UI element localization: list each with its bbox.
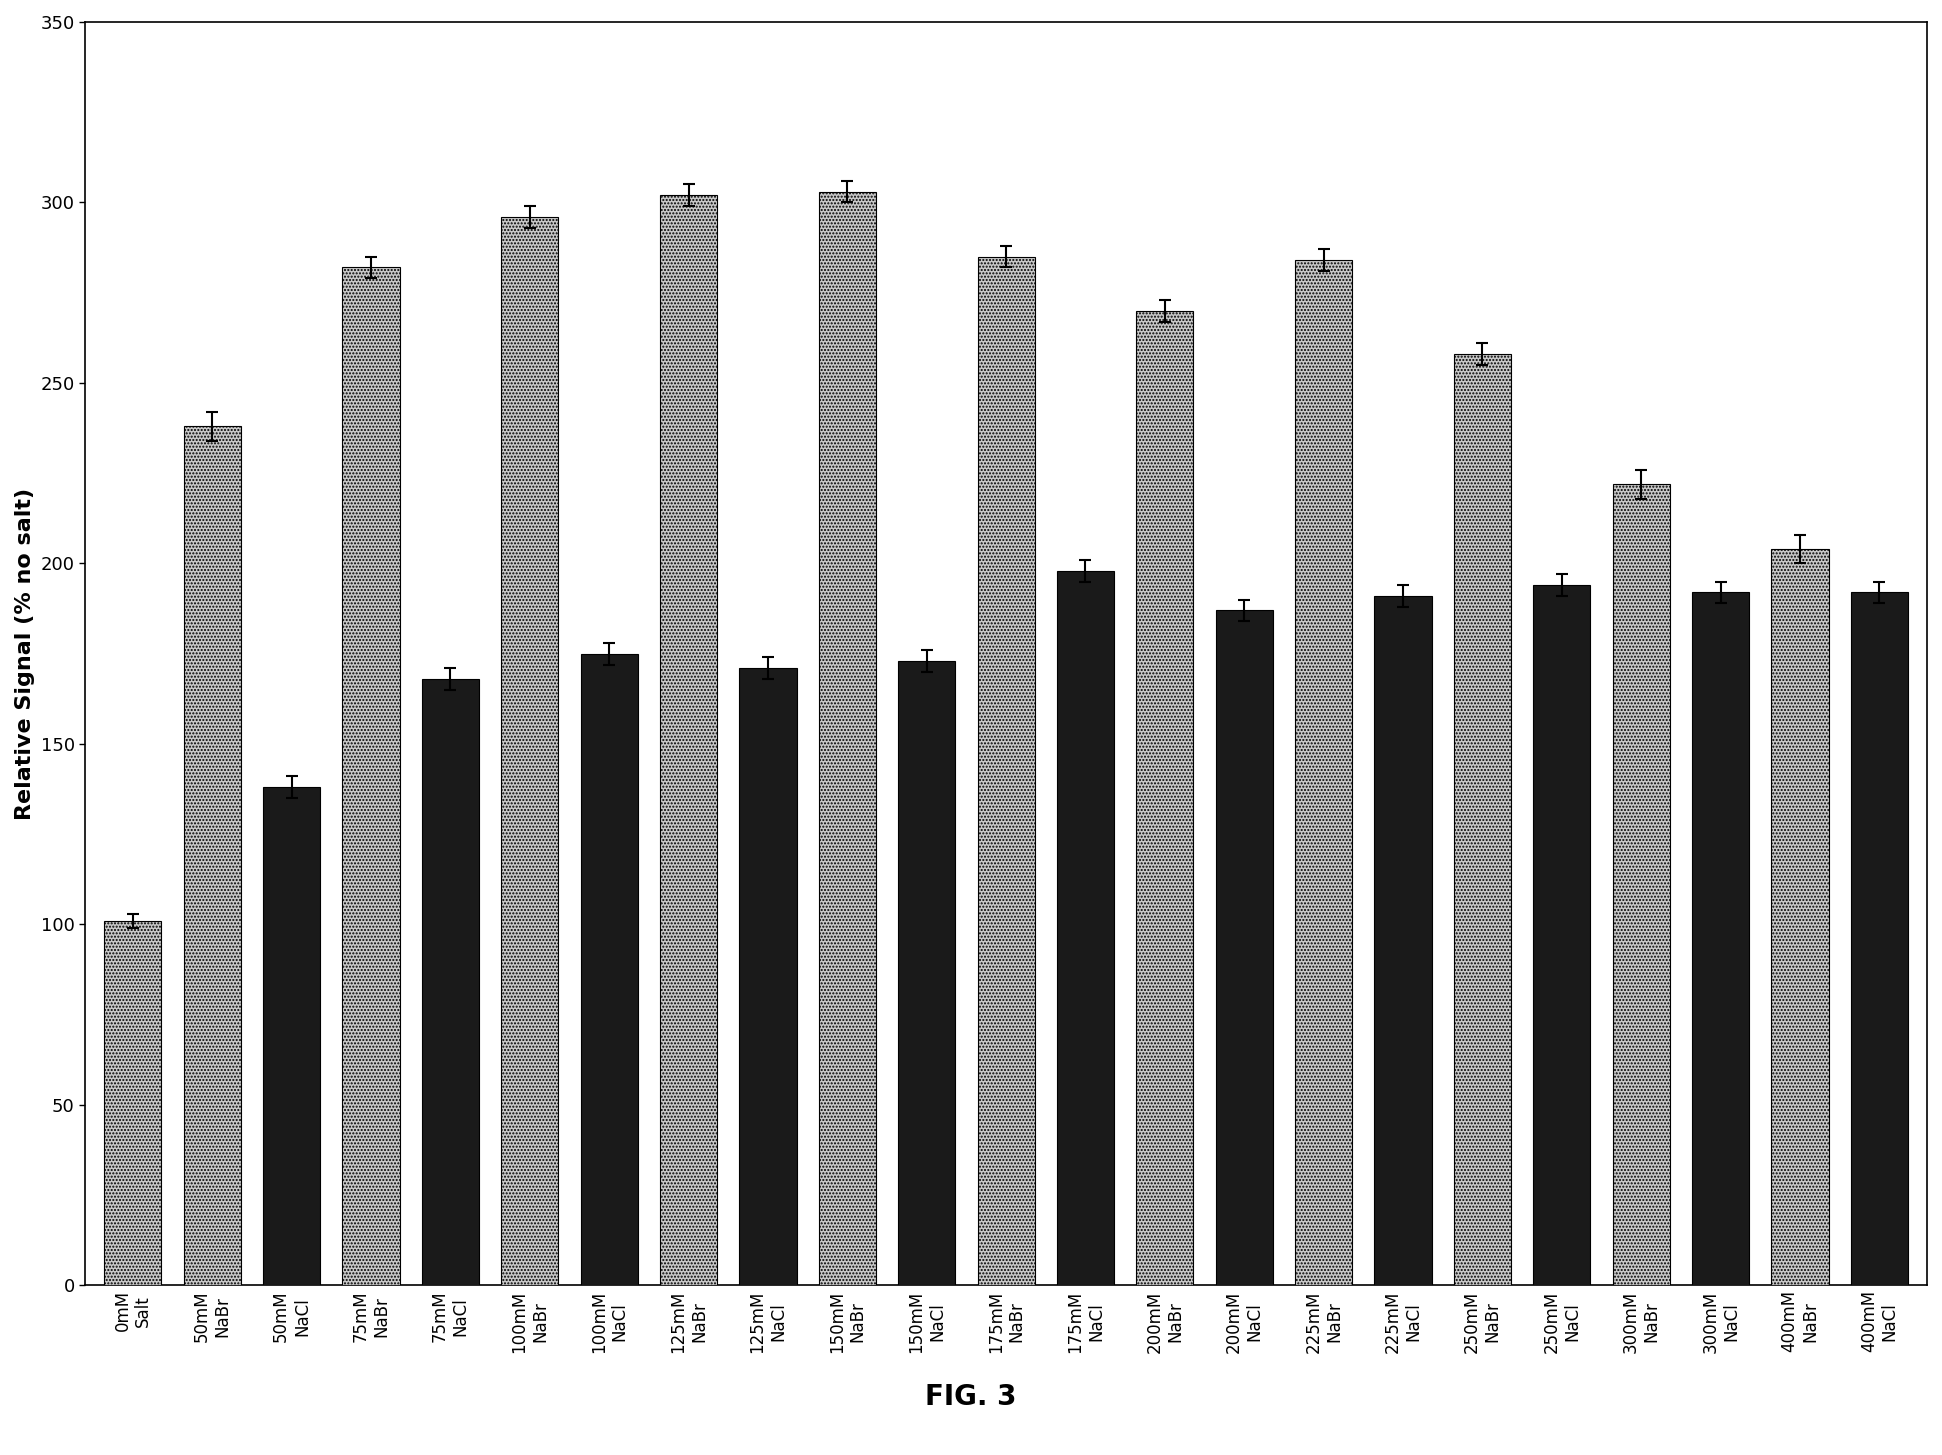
Bar [1691,592,1750,1285]
Bar [1534,585,1590,1285]
Bar [1295,260,1352,1285]
Bar [897,661,955,1285]
Text: FIG. 3: FIG. 3 [924,1382,1018,1411]
Bar [740,668,796,1285]
Bar [1612,485,1670,1285]
Bar [660,195,717,1285]
Bar [1851,592,1907,1285]
Bar [105,921,161,1285]
Bar [262,787,320,1285]
Bar [820,192,876,1285]
Bar [184,426,241,1285]
Bar [342,268,400,1285]
Bar [1455,354,1511,1285]
Bar [421,679,480,1285]
Bar [1136,311,1194,1285]
Bar [1771,549,1829,1285]
Bar [581,653,637,1285]
Bar [1216,611,1272,1285]
Bar [1375,597,1431,1285]
Bar [501,217,559,1285]
Bar [977,256,1035,1285]
Y-axis label: Relative Signal (% no salt): Relative Signal (% no salt) [16,487,35,819]
Bar [1056,570,1115,1285]
